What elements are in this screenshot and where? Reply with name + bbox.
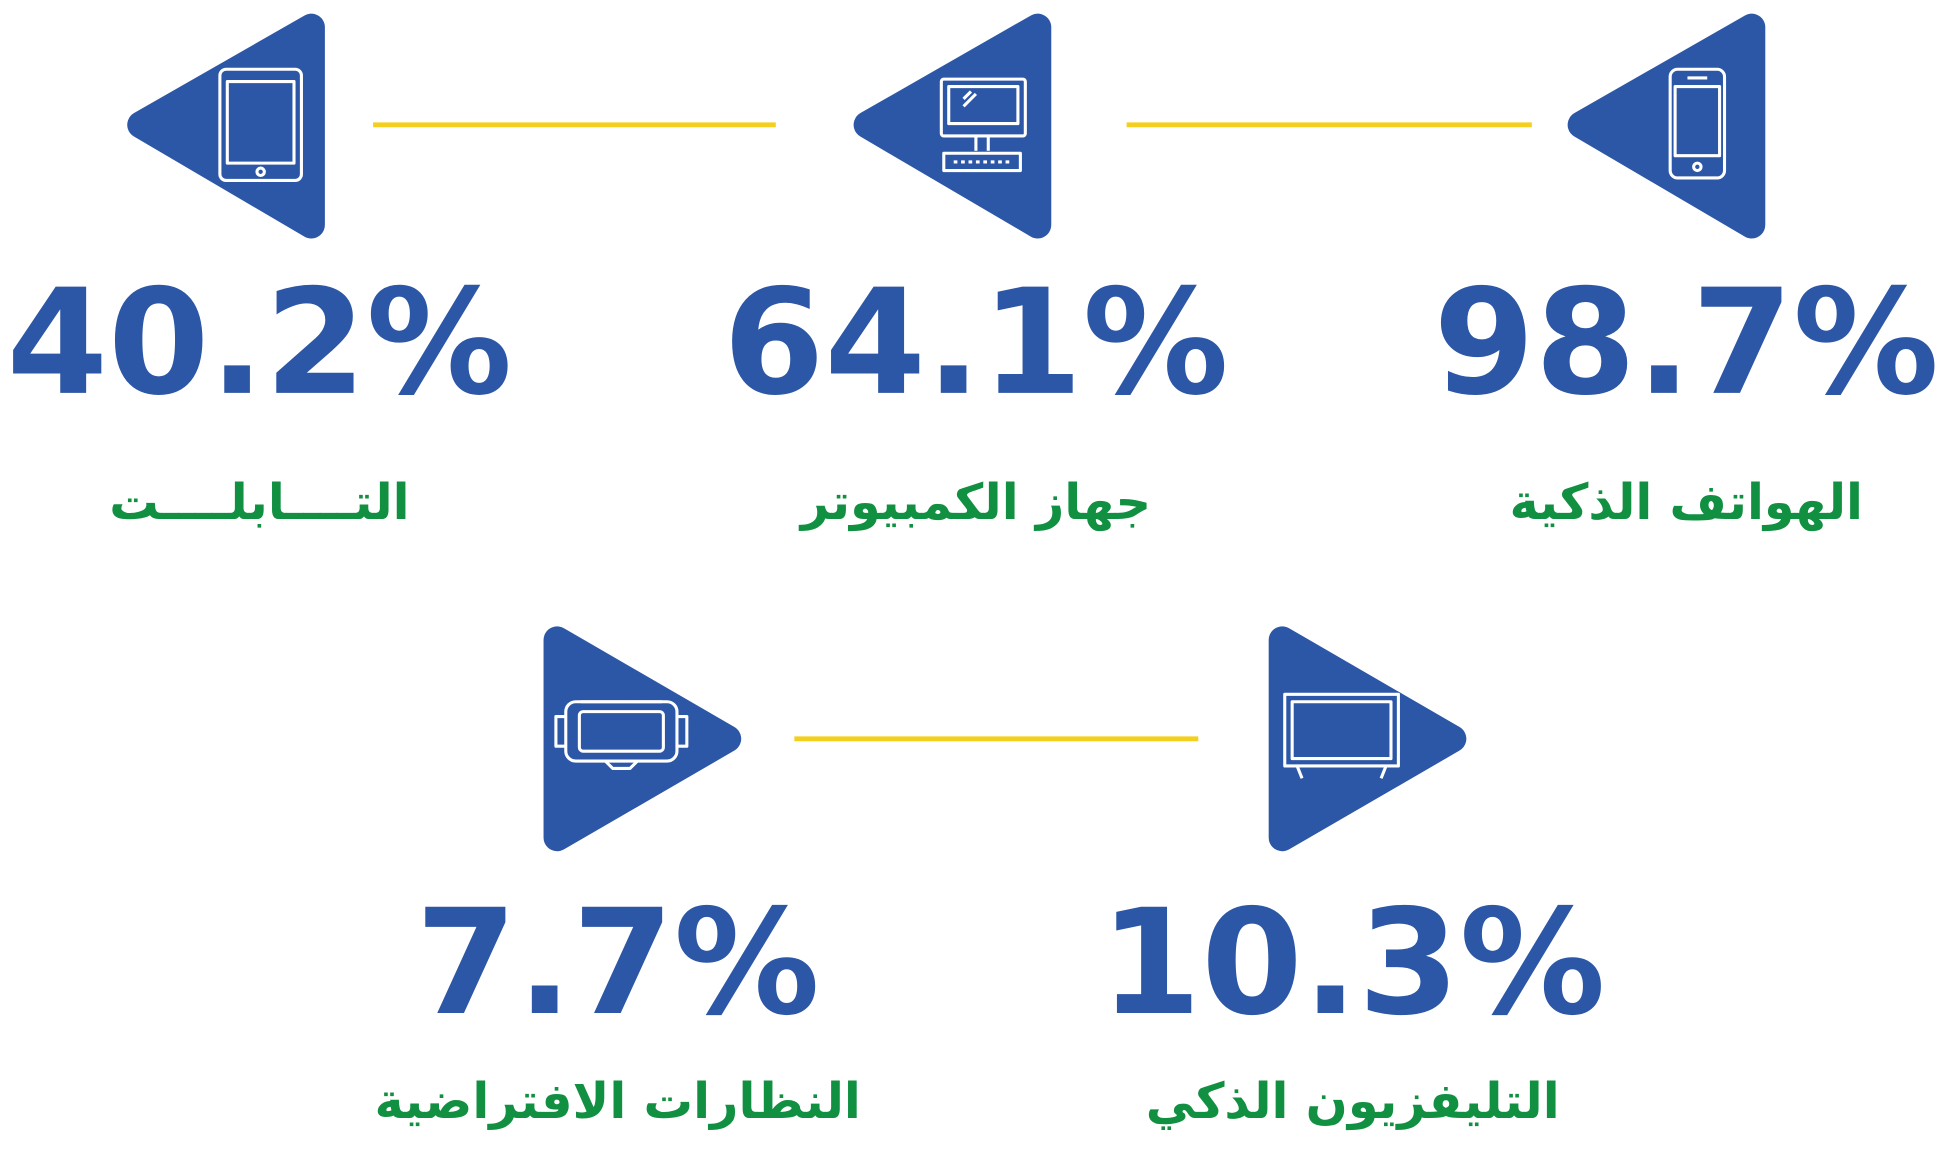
percentage: 40.2% <box>7 259 513 428</box>
device-label: النظارات الافتراضية <box>374 1072 860 1130</box>
device-label: جهاز الكمبيوتر <box>798 473 1151 532</box>
device-label: التليفزيون الذكي <box>1146 1072 1560 1131</box>
triangle <box>1567 13 1766 239</box>
computer-icon <box>939 77 1027 173</box>
percentage: 98.7% <box>1433 259 1937 428</box>
percentage: 7.7% <box>416 879 820 1048</box>
device-label: التــــابلــــت <box>109 473 409 531</box>
tv-icon <box>1283 692 1400 779</box>
phone-icon <box>1668 67 1727 180</box>
triangle <box>543 626 742 852</box>
triangle <box>853 13 1052 239</box>
tablet-icon <box>218 67 303 182</box>
device-label: الهواتف الذكية <box>1509 473 1863 532</box>
percentage: 64.1% <box>723 259 1229 428</box>
vr-icon <box>554 700 689 770</box>
percentage: 10.3% <box>1100 879 1606 1048</box>
triangle <box>1268 626 1467 852</box>
